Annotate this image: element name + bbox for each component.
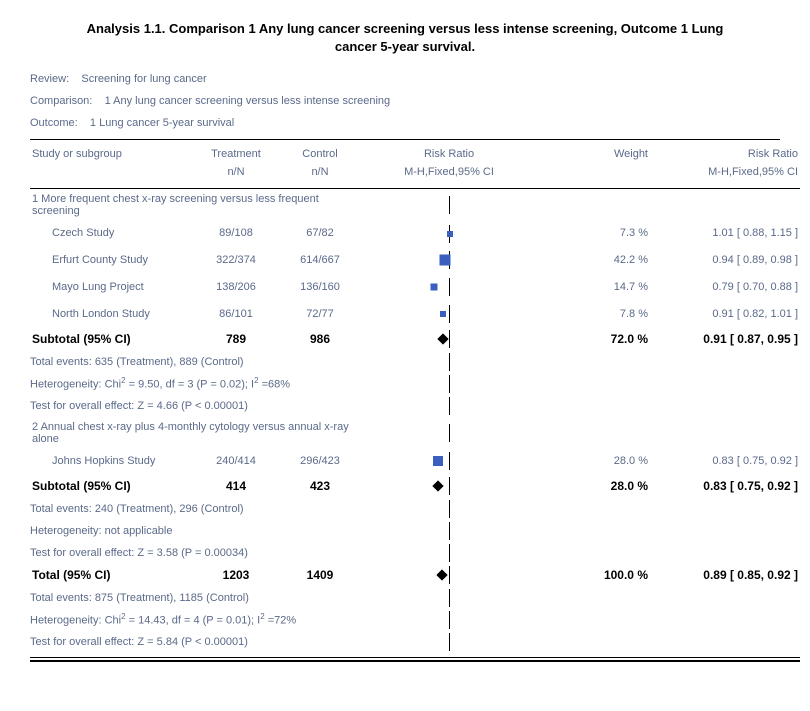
meta-review-value: Screening for lung cancer [81,73,206,85]
study-weight: 7.8 % [536,301,666,328]
study-treat: 89/108 [194,220,278,247]
study-row: North London Study86/10172/77 7.8 %0.91 [… [30,301,800,328]
hdr-risk-ratio: Risk Ratio [362,140,536,163]
study-ctrl: 136/160 [278,274,362,301]
total-treat: 1203 [194,564,278,587]
study-treat: 240/414 [194,448,278,475]
stat-note-text: Test for overall effect: Z = 3.58 (P = 0… [30,542,362,564]
hdr-treatment: Treatment [194,140,278,163]
study-rr: 0.91 [ 0.82, 1.01 ] [666,301,800,328]
meta-outcome: Outcome: 1 Lung cancer 5-year survival [30,117,780,129]
stat-note: Heterogeneity: not applicable [30,520,800,542]
subtotal-ctrl: 423 [278,475,362,498]
stat-note: Test for overall effect: Z = 4.66 (P < 0… [30,395,800,417]
stat-note: Total events: 875 (Treatment), 1185 (Con… [30,587,800,609]
header-row-1: Study or subgroup Treatment Control Risk… [30,140,800,163]
meta-outcome-label: Outcome: [30,117,78,129]
study-ctrl: 296/423 [278,448,362,475]
subtotal-ctrl: 986 [278,328,362,351]
total-weight: 100.0 % [536,564,666,587]
study-row: Johns Hopkins Study240/414296/423 28.0 %0… [30,448,800,475]
study-ctrl: 614/667 [278,247,362,274]
analysis-title: Analysis 1.1. Comparison 1 Any lung canc… [80,20,730,55]
total-row: Total (95% CI)12031409 100.0 %0.89 [ 0.85… [30,564,800,587]
study-row: Erfurt County Study322/374614/667 42.2 %0… [30,247,800,274]
study-ctrl: 72/77 [278,301,362,328]
study-name: Johns Hopkins Study [30,448,194,475]
subtotal-treat: 789 [194,328,278,351]
hdr-mh-2: M-H,Fixed,95% CI [666,163,800,182]
hdr-mh-1: M-H,Fixed,95% CI [362,163,536,182]
meta-comparison-label: Comparison: [30,95,92,107]
hdr-weight: Weight [536,140,666,163]
hdr-risk-ratio-2: Risk Ratio [666,140,800,163]
study-weight: 28.0 % [536,448,666,475]
header-row-2: n/N n/N M-H,Fixed,95% CI M-H,Fixed,95% C… [30,163,800,182]
stat-note: Test for overall effect: Z = 3.58 (P = 0… [30,542,800,564]
stat-note-text: Test for overall effect: Z = 5.84 (P < 0… [30,631,362,653]
hdr-nN-1: n/N [194,163,278,182]
stat-note-text: Total events: 240 (Treatment), 296 (Cont… [30,498,362,520]
study-rr: 0.79 [ 0.70, 0.88 ] [666,274,800,301]
stat-note: Heterogeneity: Chi2 = 9.50, df = 3 (P = … [30,373,800,395]
stat-note-text: Heterogeneity: not applicable [30,520,362,542]
divider-bottom-2 [30,660,800,662]
stat-note: Heterogeneity: Chi2 = 14.43, df = 4 (P =… [30,609,800,631]
study-name: Mayo Lung Project [30,274,194,301]
subtotal-rr: 0.83 [ 0.75, 0.92 ] [666,475,800,498]
hdr-study: Study or subgroup [30,140,194,163]
stat-note-text: Total events: 635 (Treatment), 889 (Cont… [30,351,362,373]
subtotal-row: Subtotal (95% CI)414423 28.0 %0.83 [ 0.75… [30,475,800,498]
study-row: Czech Study89/10867/82 7.3 %1.01 [ 0.88, … [30,220,800,247]
total-label: Total (95% CI) [30,564,194,587]
total-rr: 0.89 [ 0.85, 0.92 ] [666,564,800,587]
study-treat: 86/101 [194,301,278,328]
subtotal-label: Subtotal (95% CI) [30,475,194,498]
hdr-nN-2: n/N [278,163,362,182]
stat-note-text: Heterogeneity: Chi2 = 14.43, df = 4 (P =… [30,609,362,631]
total-ctrl: 1409 [278,564,362,587]
subtotal-row: Subtotal (95% CI)789986 72.0 %0.91 [ 0.87… [30,328,800,351]
subtotal-weight: 72.0 % [536,328,666,351]
study-weight: 7.3 % [536,220,666,247]
stat-note: Total events: 240 (Treatment), 296 (Cont… [30,498,800,520]
study-rr: 1.01 [ 0.88, 1.15 ] [666,220,800,247]
meta-comparison-value: 1 Any lung cancer screening versus less … [105,95,391,107]
study-weight: 14.7 % [536,274,666,301]
study-row: Mayo Lung Project138/206136/160 14.7 %0.7… [30,274,800,301]
study-treat: 138/206 [194,274,278,301]
meta-comparison: Comparison: 1 Any lung cancer screening … [30,95,780,107]
stat-note-text: Heterogeneity: Chi2 = 9.50, df = 3 (P = … [30,373,362,395]
stat-note-text: Total events: 875 (Treatment), 1185 (Con… [30,587,362,609]
study-treat: 322/374 [194,247,278,274]
subgroup-header: 2 Annual chest x-ray plus 4-monthly cyto… [30,417,800,448]
meta-outcome-value: 1 Lung cancer 5-year survival [90,117,234,129]
subtotal-label: Subtotal (95% CI) [30,328,194,351]
subtotal-treat: 414 [194,475,278,498]
study-weight: 42.2 % [536,247,666,274]
stat-note-text: Test for overall effect: Z = 4.66 (P < 0… [30,395,362,417]
study-ctrl: 67/82 [278,220,362,247]
study-rr: 0.94 [ 0.89, 0.98 ] [666,247,800,274]
subtotal-rr: 0.91 [ 0.87, 0.95 ] [666,328,800,351]
study-name: North London Study [30,301,194,328]
subgroup-header: 1 More frequent chest x-ray screening ve… [30,189,800,220]
hdr-control: Control [278,140,362,163]
subtotal-weight: 28.0 % [536,475,666,498]
stat-note: Total events: 635 (Treatment), 889 (Cont… [30,351,800,373]
forest-plot-table: Study or subgroup Treatment Control Risk… [30,140,800,661]
stat-note: Test for overall effect: Z = 5.84 (P < 0… [30,631,800,653]
study-rr: 0.83 [ 0.75, 0.92 ] [666,448,800,475]
study-name: Erfurt County Study [30,247,194,274]
meta-review: Review: Screening for lung cancer [30,73,780,85]
study-name: Czech Study [30,220,194,247]
meta-review-label: Review: [30,73,69,85]
